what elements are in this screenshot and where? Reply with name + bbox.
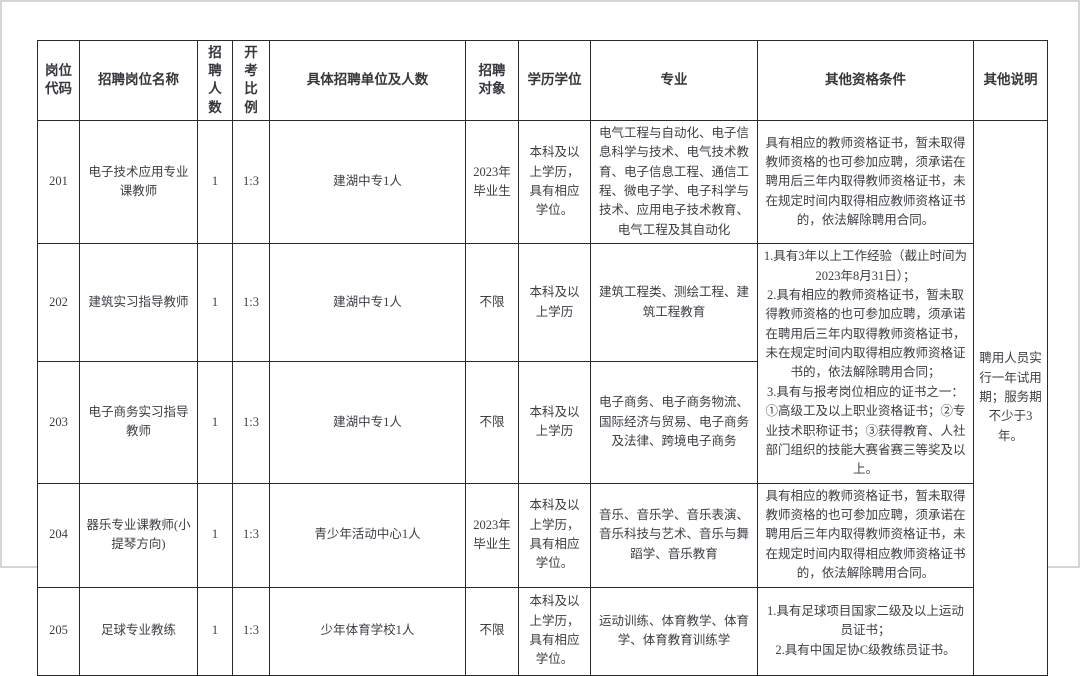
cell-unit-and-count: 少年体育学校1人 bbox=[269, 586, 466, 676]
cell-unit-and-count: 青少年活动中心1人 bbox=[269, 482, 466, 588]
cell-exam-ratio: 1:3 bbox=[232, 360, 270, 484]
cell-education: 本科及以上学历 bbox=[518, 360, 591, 484]
header-other-notes: 其他说明 bbox=[973, 40, 1048, 121]
cell-major: 运动训练、体育教学、体育学、体育教育训练学 bbox=[590, 586, 758, 676]
cell-position-name: 足球专业教练 bbox=[79, 586, 198, 676]
recruitment-table: 岗位 代码 招聘岗位名称 招聘 人数 开考 比例 具体招聘单位及人数 招聘 对象… bbox=[37, 40, 1048, 676]
cell-position-code: 205 bbox=[37, 586, 80, 676]
cell-major: 音乐、音乐学、音乐表演、音乐科技与艺术、音乐与舞蹈学、音乐教育 bbox=[590, 482, 758, 588]
cell-headcount: 1 bbox=[197, 360, 233, 484]
cell-major: 建筑工程类、测绘工程、建筑工程教育 bbox=[590, 243, 758, 362]
header-education: 学历学位 bbox=[518, 40, 591, 121]
cell-exam-ratio: 1:3 bbox=[232, 482, 270, 588]
header-major: 专业 bbox=[590, 40, 758, 121]
cell-other-qualifications-merged: 1.具有3年以上工作经验（截止时间为2023年8月31日）； 2.具有相应的教师… bbox=[757, 243, 974, 484]
cell-target: 2023年毕业生 bbox=[465, 482, 519, 588]
table-header-row: 岗位 代码 招聘岗位名称 招聘 人数 开考 比例 具体招聘单位及人数 招聘 对象… bbox=[37, 40, 1048, 121]
table-row: 201 电子技术应用专业课教师 1 1:3 建湖中专1人 2023年毕业生 本科… bbox=[37, 119, 1048, 676]
cell-other-qualifications: 具有相应的教师资格证书，暂未取得教师资格的也可参加应聘，须承诺在聘用后三年内取得… bbox=[757, 119, 974, 245]
header-exam-ratio: 开考 比例 bbox=[232, 40, 270, 121]
cell-other-qualifications: 1.具有足球项目国家二级及以上运动员证书； 2.具有中国足协C级教练员证书。 bbox=[757, 586, 974, 676]
table-row: 202 建筑实习指导教师 1 1:3 建湖中专1人 不限 本科及以上学历 建筑工… bbox=[37, 243, 1048, 484]
cell-headcount: 1 bbox=[197, 119, 233, 245]
cell-other-notes-merged: 聘用人员实行一年试用期；服务期不少于3年。 bbox=[973, 119, 1048, 676]
cell-unit-and-count: 建湖中专1人 bbox=[269, 243, 466, 362]
cell-position-name: 电子商务实习指导教师 bbox=[79, 360, 198, 484]
header-target: 招聘 对象 bbox=[465, 40, 519, 121]
cell-position-code: 202 bbox=[37, 243, 80, 362]
cell-headcount: 1 bbox=[197, 586, 233, 676]
cell-education: 本科及以上学历，具有相应学位。 bbox=[518, 586, 591, 676]
table-row: 204 器乐专业课教师(小提琴方向) 1 1:3 青少年活动中心1人 2023年… bbox=[37, 482, 1048, 588]
cell-position-name: 电子技术应用专业课教师 bbox=[79, 119, 198, 245]
cell-position-code: 203 bbox=[37, 360, 80, 484]
header-position-code: 岗位 代码 bbox=[37, 40, 80, 121]
cell-headcount: 1 bbox=[197, 243, 233, 362]
cell-education: 本科及以上学历 bbox=[518, 243, 591, 362]
cell-other-qualifications: 具有相应的教师资格证书，暂未取得教师资格的也可参加应聘，须承诺在聘用后三年内取得… bbox=[757, 482, 974, 588]
cell-education: 本科及以上学历，具有相应学位。 bbox=[518, 482, 591, 588]
cell-unit-and-count: 建湖中专1人 bbox=[269, 119, 466, 245]
cell-target: 不限 bbox=[465, 586, 519, 676]
cell-major: 电子商务、电子商务物流、国际经济与贸易、电子商务及法律、跨境电子商务 bbox=[590, 360, 758, 484]
cell-position-name: 器乐专业课教师(小提琴方向) bbox=[79, 482, 198, 588]
cell-exam-ratio: 1:3 bbox=[232, 119, 270, 245]
header-unit-and-count: 具体招聘单位及人数 bbox=[269, 40, 466, 121]
cell-position-code: 204 bbox=[37, 482, 80, 588]
cell-position-code: 201 bbox=[37, 119, 80, 245]
cell-target: 不限 bbox=[465, 360, 519, 484]
cell-position-name: 建筑实习指导教师 bbox=[79, 243, 198, 362]
cell-exam-ratio: 1:3 bbox=[232, 243, 270, 362]
cell-target: 2023年毕业生 bbox=[465, 119, 519, 245]
header-headcount: 招聘 人数 bbox=[197, 40, 233, 121]
table-row: 203 电子商务实习指导教师 1 1:3 建湖中专1人 不限 本科及以上学历 电… bbox=[37, 360, 1048, 484]
cell-major: 电气工程与自动化、电子信息科学与技术、电气技术教育、电子信息工程、通信工程、微电… bbox=[590, 119, 758, 245]
cell-headcount: 1 bbox=[197, 482, 233, 588]
header-position-name: 招聘岗位名称 bbox=[79, 40, 198, 121]
cell-education: 本科及以上学历，具有相应学位。 bbox=[518, 119, 591, 245]
header-other-qualifications: 其他资格条件 bbox=[757, 40, 974, 121]
cell-exam-ratio: 1:3 bbox=[232, 586, 270, 676]
cell-unit-and-count: 建湖中专1人 bbox=[269, 360, 466, 484]
table-row: 205 足球专业教练 1 1:3 少年体育学校1人 不限 本科及以上学历，具有相… bbox=[37, 586, 1048, 676]
cell-target: 不限 bbox=[465, 243, 519, 362]
